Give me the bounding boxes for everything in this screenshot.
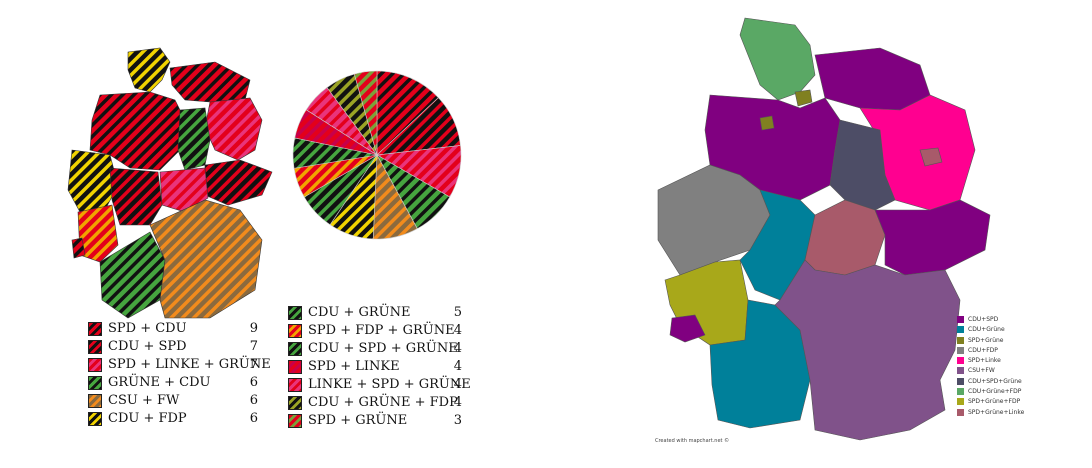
- legend-label: SPD+Grüne: [968, 336, 1004, 344]
- credit-text: Created with mapchart.net ©: [655, 438, 730, 444]
- legend-swatch: [957, 398, 964, 406]
- legend-label: SPD+Grüne+FDP: [968, 398, 1021, 406]
- legend-count: 7: [249, 339, 258, 354]
- legend-count: 6: [249, 393, 258, 408]
- right-legend-item: SPD+Grüne+FDP: [957, 397, 1024, 407]
- state-mecklenburg: [814, 47, 931, 111]
- legend-swatch: [957, 316, 964, 323]
- state-schleswig-holstein: [127, 47, 171, 93]
- state-hessen: [109, 167, 163, 226]
- legend-label: GRÜNE + CDU: [108, 375, 211, 390]
- legend-label: CDU + GRÜNE + FDP: [308, 395, 458, 410]
- legend-label: CDU+FDP: [968, 346, 998, 354]
- legend-label: CDU + SPD + GRÜNE: [308, 341, 458, 356]
- legend-swatch: [288, 396, 302, 410]
- state-nrw: [67, 149, 119, 213]
- legend-label: CDU+SPD+Grüne: [968, 377, 1022, 385]
- coalition-pie-chart: [292, 70, 462, 240]
- legend-label: CDU + GRÜNE: [308, 305, 411, 320]
- legend-swatch: [88, 322, 102, 336]
- legend-count: 5: [453, 305, 462, 320]
- state-bremen: [759, 115, 775, 131]
- legend-count: 7: [249, 357, 258, 372]
- state-hessen: [739, 189, 816, 301]
- legend-label: CDU+SPD: [968, 316, 999, 323]
- hatched-coalition-map-panel: [67, 47, 462, 319]
- right-legend-item: CDU+SPD+Grüne: [957, 377, 1024, 387]
- right-legend-item: CDU+Grüne+FDP: [957, 387, 1024, 397]
- state-sachsen: [204, 159, 273, 206]
- legend-label: LINKE + SPD + GRÜNE: [308, 377, 471, 392]
- legend-swatch: [288, 360, 302, 374]
- legend-label: SPD + CDU: [108, 321, 187, 336]
- state-bayern: [774, 259, 961, 441]
- state-saarland: [71, 237, 86, 259]
- legend-swatch: [88, 376, 102, 390]
- state-mecklenburg: [169, 61, 251, 103]
- legend-count: 4: [453, 359, 462, 374]
- solid-coalition-map-panel: [657, 17, 991, 441]
- legend-count: 3: [453, 413, 462, 428]
- legend-label: CSU + FW: [108, 393, 180, 408]
- state-brandenburg: [204, 97, 263, 161]
- legend-swatch: [957, 336, 964, 344]
- right-legend-item: CDU+FDP: [957, 346, 1024, 356]
- legend-count: 4: [453, 323, 462, 338]
- legend-count: 6: [249, 411, 258, 426]
- legend-swatch: [957, 408, 964, 416]
- legend-swatch: [88, 394, 102, 408]
- state-sachsen-anhalt: [177, 107, 211, 171]
- legend-count: 4: [453, 395, 462, 410]
- legend-swatch: [288, 378, 302, 392]
- state-hamburg: [794, 89, 813, 107]
- germany-hatched-map: [67, 47, 273, 319]
- legend-swatch: [288, 342, 302, 356]
- right-legend: CDU+SPD CDU+Grüne SPD+Grüne CDU+FDP SPD+Link…: [957, 315, 1024, 418]
- legend-swatch: [88, 340, 102, 354]
- state-bayern: [149, 199, 263, 319]
- state-schleswig-holstein: [739, 17, 816, 101]
- right-legend-item: SPD+Grüne+Linke: [957, 408, 1024, 418]
- legend-swatch: [288, 324, 302, 338]
- legend-count: 6: [249, 375, 258, 390]
- legend-label: SPD+Grüne+Linke: [968, 408, 1025, 416]
- legend-label: SPD + GRÜNE: [308, 413, 408, 428]
- right-legend-item: CSU+FW: [957, 366, 1024, 376]
- legend-label: CSU+FW: [968, 367, 995, 375]
- legend-swatch: [957, 367, 964, 375]
- legend-swatch: [88, 358, 102, 372]
- legend-swatch: [957, 377, 964, 385]
- right-legend-item: CDU+SPD: [957, 315, 1024, 325]
- state-thueringen: [804, 199, 886, 276]
- state-sachsen: [874, 199, 991, 276]
- legend-label: SPD + LINKE: [308, 359, 400, 374]
- legend-label: CDU + SPD: [108, 339, 187, 354]
- legend-label: SPD + LINKE + GRÜNE: [108, 357, 271, 372]
- legend-label: SPD+Linke: [968, 357, 1001, 365]
- pie-slice: [353, 70, 378, 156]
- legend-swatch: [957, 326, 964, 334]
- germany-solid-map: [657, 17, 991, 441]
- pie-slice: [376, 70, 439, 156]
- state-niedersachsen: [89, 91, 186, 171]
- legend-label: CDU + FDP: [108, 411, 187, 426]
- legend-label: SPD + FDP + GRÜNE: [308, 323, 455, 338]
- legend-count: 4: [453, 377, 462, 392]
- legend-swatch: [957, 346, 964, 354]
- state-berlin: [919, 147, 943, 167]
- legend-swatch: [288, 306, 302, 320]
- legend-swatch: [957, 388, 964, 396]
- legend-swatch: [957, 357, 964, 365]
- legend-label: CDU+Grüne: [968, 326, 1005, 334]
- state-saarland: [669, 314, 706, 343]
- right-legend-item: CDU+Grüne: [957, 325, 1024, 335]
- legend-count: 4: [453, 341, 462, 356]
- right-legend-item: SPD+Grüne: [957, 336, 1024, 346]
- legend-swatch: [288, 414, 302, 428]
- right-legend-item: SPD+Linke: [957, 356, 1024, 366]
- legend-swatch: [88, 412, 102, 426]
- legend-count: 9: [249, 321, 258, 336]
- legend-label: CDU+Grüne+FDP: [968, 388, 1022, 396]
